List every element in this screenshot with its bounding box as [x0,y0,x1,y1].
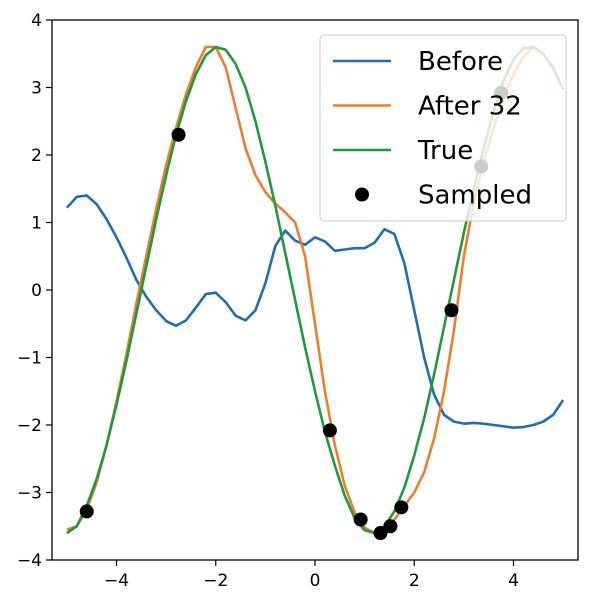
sampled-point [394,500,409,515]
legend: Before After 32 True Sampled [319,34,567,222]
sampled-point [353,512,368,527]
legend-label-after-32: After 32 [418,92,522,122]
x-tick-label: −2 [203,571,228,591]
y-tick-label: 1 [31,214,42,234]
x-tick-label: 4 [508,571,519,591]
y-tick-label: 3 [31,79,42,99]
sampled-point [171,127,186,142]
sampled-point [444,303,459,318]
y-tick-label: 0 [31,281,42,301]
legend-box [319,34,567,222]
y-tick-label: −4 [17,551,42,571]
x-tick-label: 0 [310,571,321,591]
legend-label-before: Before [418,47,503,77]
x-tick-label: 2 [409,571,420,591]
axes: −4 −2 0 2 4 −4 −3 −2 −1 0 1 2 3 4 [17,11,579,591]
x-tick-label: −4 [104,571,129,591]
y-tick-label: 2 [31,146,42,166]
sampled-point [383,519,398,534]
sampled-point [373,526,388,540]
legend-label-true: True [417,136,473,166]
legend-label-sampled: Sampled [418,181,532,211]
sampled-point [79,504,94,519]
y-tick-label: 4 [31,11,42,31]
legend-swatch-sampled [355,187,369,202]
y-tick-label: −3 [17,484,42,504]
sampled-point [322,423,337,438]
y-tick-label: −1 [17,349,42,369]
y-tick-label: −2 [17,416,42,436]
series-line-before [65,194,565,429]
